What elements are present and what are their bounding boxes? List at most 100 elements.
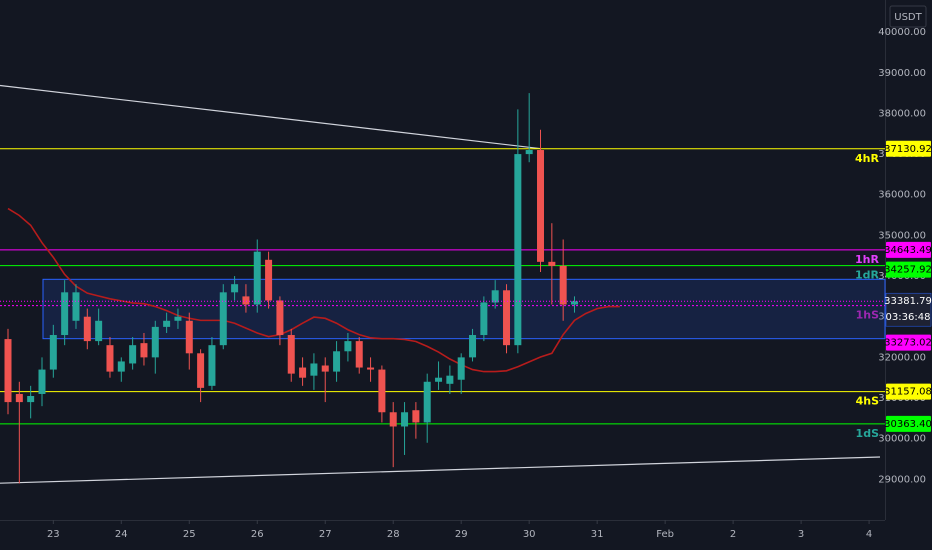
x-tick-label: 23 [47,529,60,540]
x-tick-label: 30 [523,529,536,540]
candle-body [344,341,352,352]
trendline [0,84,541,150]
candle-body [480,302,488,336]
x-tick-label: 24 [115,529,128,540]
candle-body [4,339,12,403]
candle-body [401,412,409,427]
y-tick-label: 38000.00 [878,108,926,119]
candle-body [174,316,182,321]
candle-body [525,150,533,155]
moving-average [7,207,620,373]
candle-body [321,365,329,372]
candle-body [367,367,375,370]
level-price-box [886,241,931,258]
candle-body [276,300,284,336]
candle-body [129,345,137,364]
y-tick-label: 39000.00 [878,68,926,79]
candle-body [310,363,318,376]
candle-body [457,357,465,380]
level-price-box [886,415,931,432]
candle-body [27,395,35,403]
trendline [0,456,881,484]
level-price: 33273.02 [884,338,932,349]
candle-body [61,292,69,336]
candle-body [185,320,193,354]
candle-body [38,369,46,394]
level-name: 1hR [855,253,879,266]
candle-body [106,345,114,372]
level-name: 1dS [856,427,880,440]
candle-body [537,150,545,262]
candle-body [559,265,567,305]
y-tick-label: 36000.00 [878,190,926,201]
y-tick-label: 40000.00 [878,27,926,38]
candle-body [208,345,216,386]
candle-body [95,320,103,342]
candle-body [117,361,125,372]
candle-body [253,251,261,305]
x-tick-label: 25 [183,529,196,540]
range-box [42,278,886,340]
level-name: 4hS [856,395,879,408]
candle-body [219,292,227,346]
candle-body [355,341,363,368]
candle-body [491,290,499,303]
candle-body [299,367,307,378]
level-price-box [886,140,931,157]
candle-body [435,377,443,382]
x-tick-label: 31 [591,529,604,540]
level-price-box [886,334,931,351]
x-tick-label: 28 [387,529,400,540]
x-tick-label: 27 [319,529,332,540]
candle-body [333,351,341,372]
candle-body [197,353,205,388]
y-tick-label: 32000.00 [878,352,926,363]
candle-body [140,343,148,358]
candle-body [378,369,386,413]
last-price-box [885,292,932,327]
candle-body [231,284,239,293]
y-tick-label: 29000.00 [878,474,926,485]
currency[interactable]: USDT [894,12,922,23]
level-name: 1hS [856,309,879,322]
y-tick-label: 30000.00 [878,434,926,445]
candle-body [469,335,477,358]
candle-body [514,154,522,346]
x-tick-label: 4 [866,529,872,540]
x-tick-label: 29 [455,529,468,540]
level-price-box [886,383,931,400]
candle-body [287,335,295,374]
x-tick-label: 3 [798,529,804,540]
level-name: 1dR [855,269,880,282]
level-price: 34643.49 [884,245,932,256]
candle-body [49,335,57,370]
level-price: 30363.40 [884,419,932,430]
x-tick-label: Feb [656,529,674,540]
currency-box[interactable] [889,5,927,28]
level-price-box [886,261,931,278]
x-tick-label: 2 [730,529,736,540]
y-tick-label: 35000.00 [878,230,926,241]
countdown: 03:36:48 [886,312,931,323]
candle-body [15,393,23,403]
candle-body [242,296,250,305]
candle-body [423,381,431,423]
candle-body [163,320,171,327]
candle-body [446,375,454,384]
level-price: 31157.08 [884,387,932,398]
candle-body [72,292,80,321]
level-price: 34257.92 [884,265,932,276]
level-name: 4hR [855,152,879,165]
last-price: 33381.79 [884,296,932,307]
candle-body [548,261,556,266]
candle-body [571,301,578,305]
candle-body [503,290,511,346]
candle-body [83,316,91,342]
candle-body [389,412,397,427]
candle-body [265,259,273,301]
level-price: 37130.92 [884,144,932,155]
candle-body [151,326,159,358]
